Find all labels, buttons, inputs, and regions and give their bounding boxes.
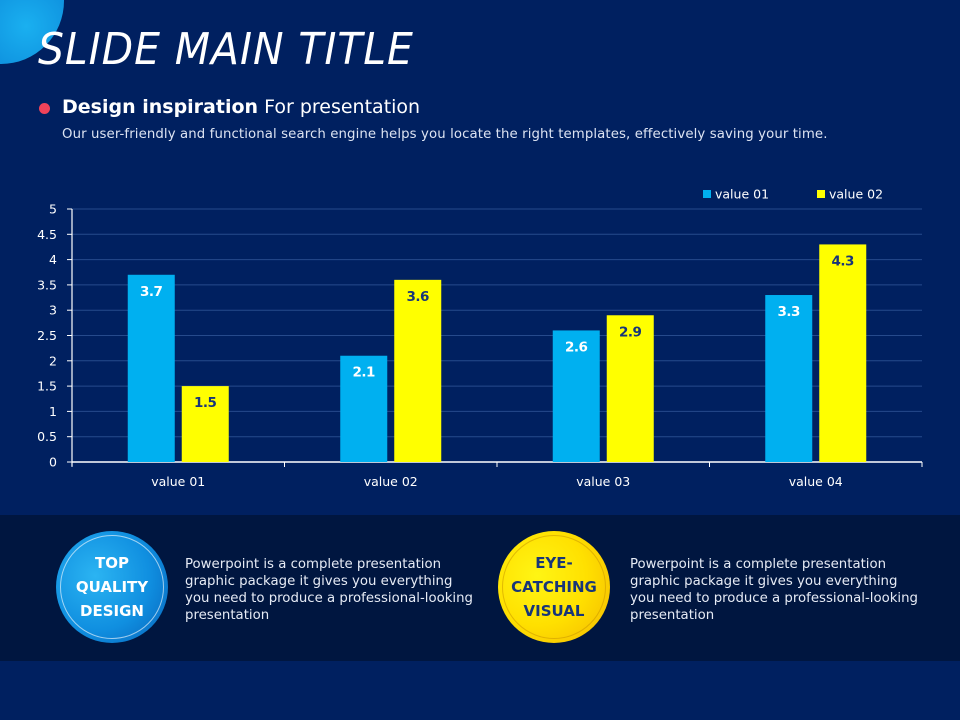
bar [819, 244, 867, 462]
bar [552, 330, 600, 462]
y-tick-label: 3 [49, 303, 57, 318]
y-tick-label: 1 [49, 404, 57, 419]
legend-swatch [703, 190, 711, 198]
chart-bars: 3.7 1.5 2.1 3.6 2.6 2.9 3.3 4.3 [127, 244, 867, 462]
bar-chart: 00.511.522.533.544.55 value 01 value 02 va… [37, 187, 923, 489]
y-tick-label: 0.5 [37, 429, 57, 444]
badge-line: TOP [95, 554, 129, 572]
subheading: Design inspiration For presentation [62, 96, 420, 118]
feature-text-1: Powerpoint is a complete presentation gr… [185, 557, 473, 623]
x-tick-label: value 03 [576, 474, 630, 489]
chart-legend: value 01 value 02 [703, 187, 883, 202]
x-tick-label: value 01 [151, 474, 205, 489]
bar-data-label: 2.9 [619, 324, 642, 340]
bar-data-label: 2.1 [353, 365, 376, 381]
bar [765, 295, 813, 462]
slide-title: SLIDE MAIN TITLE [38, 24, 414, 75]
y-tick-label: 0 [49, 455, 57, 470]
x-tick-label: value 04 [789, 474, 843, 489]
badge-line: DESIGN [80, 602, 144, 620]
feature-text-2: Powerpoint is a complete presentation gr… [630, 557, 918, 623]
badge-line: EYE- [535, 554, 573, 572]
legend-label: value 02 [829, 187, 883, 202]
x-tick-label: value 02 [364, 474, 418, 489]
badge-line: QUALITY [75, 578, 149, 596]
bar-data-label: 4.3 [832, 253, 855, 269]
y-axis: 0 0.5 1 1.5 2 2.5 3 3.5 4 4.5 5 [37, 202, 73, 470]
bar-data-label: 3.7 [140, 284, 163, 300]
bar [340, 355, 388, 462]
y-tick-label: 2 [49, 353, 57, 368]
bar-data-label: 1.5 [194, 395, 217, 411]
subheading-bold: Design inspiration [62, 96, 259, 118]
badge-ring [502, 535, 606, 639]
bar-data-label: 2.6 [565, 339, 588, 355]
bar [606, 315, 654, 462]
bar [394, 279, 442, 462]
badge-ring [60, 535, 164, 639]
badge-line: VISUAL [523, 602, 585, 620]
y-tick-label: 1.5 [37, 379, 57, 394]
x-axis: value 01 value 02 value 03 value 04 [71, 461, 923, 489]
subheading-rest: For presentation [258, 96, 421, 118]
bar-data-label: 3.6 [407, 289, 430, 305]
y-tick-label: 4.5 [37, 227, 57, 242]
bar [181, 386, 229, 462]
description-text: Our user-friendly and functional search … [62, 127, 828, 142]
bar [127, 274, 175, 462]
badge-top-quality-design: TOP QUALITY DESIGN [56, 531, 168, 643]
badge-eye-catching-visual: EYE- CATCHING VISUAL [498, 531, 610, 643]
y-tick-label: 2.5 [37, 328, 57, 343]
legend-label: value 01 [715, 187, 769, 202]
bar-data-label: 3.3 [778, 304, 801, 320]
badge-line: CATCHING [511, 578, 597, 596]
legend-swatch [817, 190, 825, 198]
y-tick-label: 4 [49, 252, 57, 267]
bullet-dot-icon [39, 103, 50, 114]
y-tick-label: 5 [49, 202, 57, 217]
y-tick-label: 3.5 [37, 277, 57, 292]
